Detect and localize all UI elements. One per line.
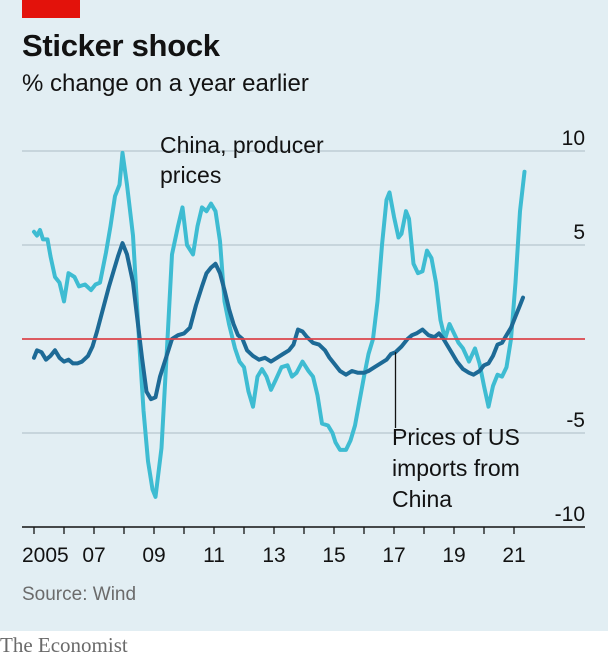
x-tick-label: 13 <box>262 544 285 567</box>
x-tick-label: 21 <box>502 544 525 567</box>
x-tick-label: 07 <box>82 544 105 567</box>
series-label-us-imports: Prices of US <box>392 424 520 450</box>
series-label-us-imports: imports from <box>392 455 520 481</box>
x-tick-label: 2005 <box>22 544 69 567</box>
series-label-china-ppi: China, producer <box>160 132 324 158</box>
chart-subtitle: % change on a year earlier <box>22 70 309 97</box>
publisher-logo: The Economist <box>0 633 128 657</box>
annotations: China, producer prices Prices of US imports… <box>160 132 520 512</box>
x-tick-label: 19 <box>442 544 465 567</box>
x-tick-label: 09 <box>142 544 165 567</box>
y-tick-label: -5 <box>566 409 585 432</box>
line-chart: 10 5 -5 -10 2005 07 09 11 13 15 17 19 21 China, pro… <box>22 127 585 567</box>
x-tick-label: 17 <box>382 544 405 567</box>
series-line-china-ppi <box>32 150 527 499</box>
series-label-us-imports: China <box>392 486 452 512</box>
series-line-us-imports <box>32 241 525 402</box>
y-tick-label: 10 <box>562 127 585 150</box>
y-tick-label: -10 <box>555 503 585 526</box>
gridlines: 10 5 -5 -10 <box>22 127 585 526</box>
x-tick-label: 11 <box>203 544 225 567</box>
x-tick-label: 15 <box>322 544 345 567</box>
x-axis: 2005 07 09 11 13 15 17 19 21 <box>22 526 585 567</box>
series-label-china-ppi: prices <box>160 162 221 188</box>
brand-tag <box>22 0 80 18</box>
series-lines <box>22 150 585 499</box>
chart-title: Sticker shock <box>22 28 220 63</box>
source-note: Source: Wind <box>22 584 137 605</box>
y-tick-label: 5 <box>573 221 585 244</box>
